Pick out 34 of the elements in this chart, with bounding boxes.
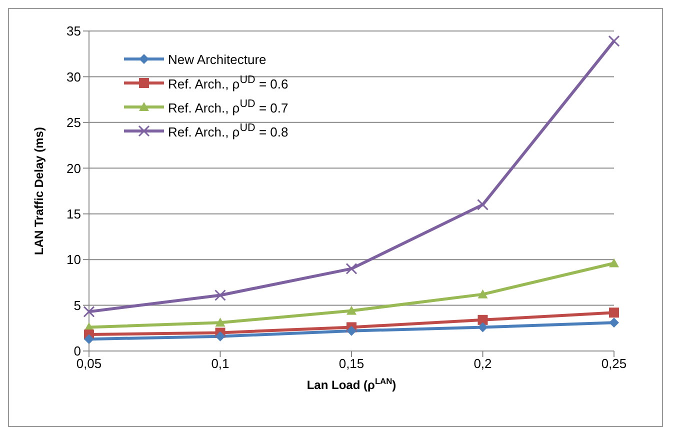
point bbox=[215, 318, 226, 327]
y-tick-label: 30 bbox=[66, 69, 81, 84]
point bbox=[214, 289, 226, 301]
point bbox=[478, 322, 488, 332]
point bbox=[84, 334, 94, 344]
x-tick-label: 0,25 bbox=[601, 356, 627, 372]
y-tick-label: 20 bbox=[66, 160, 81, 176]
point bbox=[609, 258, 619, 268]
point bbox=[609, 308, 619, 318]
legend-label: New Architecture bbox=[168, 52, 266, 66]
point bbox=[215, 331, 226, 342]
y-tick-label: 5 bbox=[74, 298, 81, 313]
y-tick-label: 0 bbox=[74, 344, 81, 359]
point bbox=[608, 35, 620, 47]
x-tick-label: 0,2 bbox=[474, 356, 492, 372]
point bbox=[478, 289, 488, 298]
point bbox=[346, 306, 356, 315]
legend-label: Ref. Arch., ρ$^{UD}$ = 0.6 bbox=[168, 74, 288, 92]
point bbox=[346, 262, 358, 274]
point bbox=[478, 314, 488, 325]
x-tick-label: 0,15 bbox=[338, 356, 364, 372]
x-tick-label: 0,1 bbox=[211, 356, 230, 372]
y-tick-label: 35 bbox=[66, 24, 81, 39]
y-axis-title: LAN Traffic Delay (ms) bbox=[32, 126, 46, 256]
y-tick-label: 10 bbox=[66, 252, 81, 268]
x-axis-title: Lan Load (ρ$^{LAN}$) bbox=[306, 376, 396, 392]
y-tick-label: 25 bbox=[66, 115, 81, 130]
point bbox=[477, 198, 488, 210]
point bbox=[346, 326, 356, 336]
legend-label: Ref. Arch., ρ$^{UD}$ = 0.7 bbox=[168, 98, 288, 116]
point bbox=[609, 318, 619, 328]
x-tick-label: 0,05 bbox=[76, 356, 102, 372]
y-tick-label: 15 bbox=[66, 206, 81, 222]
legend-label: Ref. Arch., ρ$^{UD}$ = 0.8 bbox=[168, 122, 288, 140]
